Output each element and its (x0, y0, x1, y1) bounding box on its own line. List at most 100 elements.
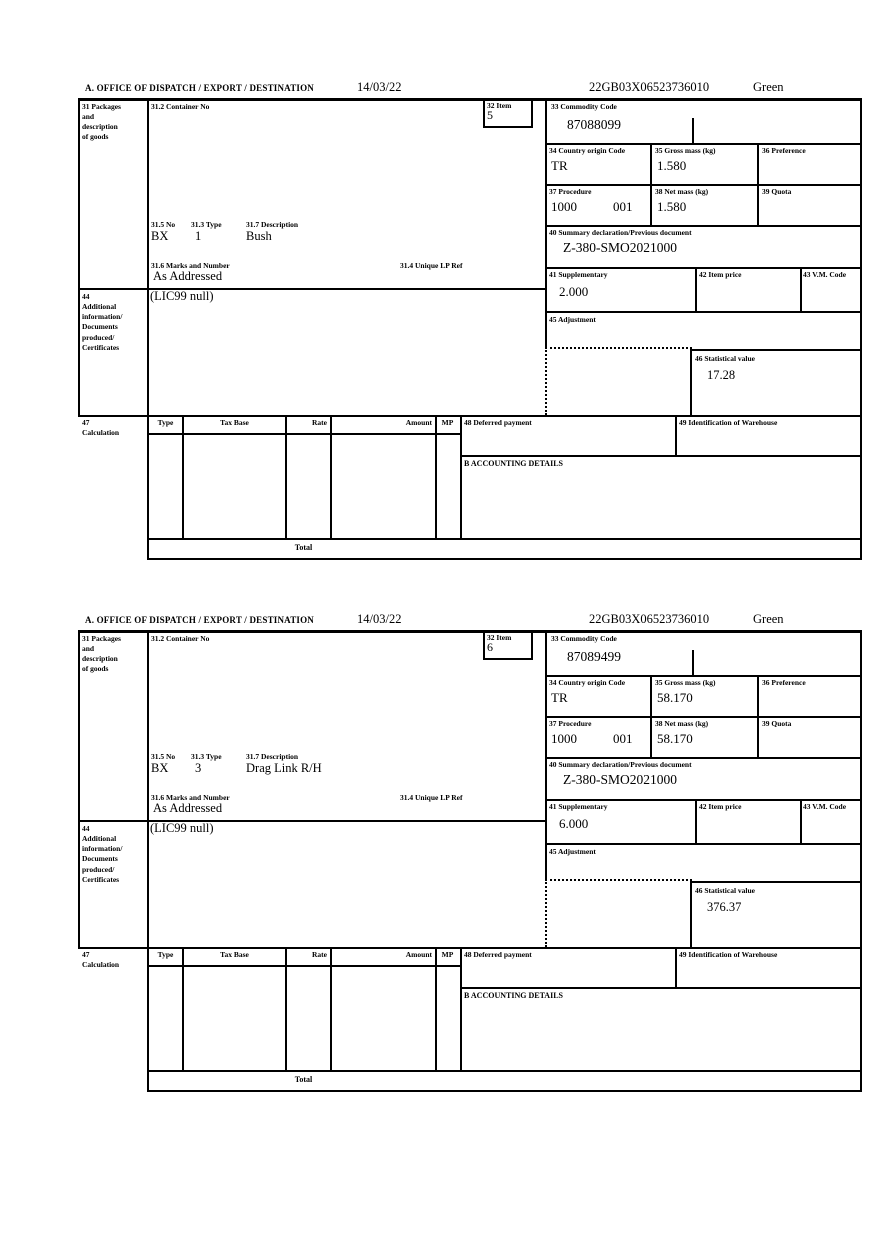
accounting-details-label: B ACCOUNTING DETAILS (464, 991, 563, 1000)
box-41-label: 41 Supplementary (549, 802, 608, 811)
additional-info-value: (LIC99 null) (150, 289, 214, 303)
item-number-value: 5 (487, 108, 493, 122)
box-31-6-label: 31.6 Marks and Number (151, 261, 230, 270)
box-31-2-label: 31.2 Container No (151, 634, 210, 643)
grid-line (650, 675, 652, 759)
grid-line (860, 630, 862, 1092)
grid-line (650, 143, 652, 227)
grid-line (147, 415, 149, 538)
grid-line (675, 415, 677, 455)
dotted-grid-line (545, 347, 692, 349)
box-31-4-label: 31.4 Unique LP Ref (400, 261, 463, 270)
col-header-tax-base: Tax Base (220, 950, 249, 959)
office-of-dispatch-label: A. OFFICE OF DISPATCH / EXPORT / DESTINA… (85, 615, 315, 625)
box-34-label: 34 Country origin Code (549, 146, 626, 155)
commodity-code-divider (692, 650, 694, 675)
box-48-label: 48 Deferred payment (464, 950, 532, 959)
grid-line (330, 947, 332, 1070)
grid-line (545, 98, 547, 349)
box-36-label: 36 Preference (762, 678, 806, 687)
grid-line (78, 630, 862, 633)
grid-line (695, 799, 697, 845)
box-31-4-label: 31.4 Unique LP Ref (400, 793, 463, 802)
grid-line (147, 98, 149, 415)
grid-line (695, 267, 697, 313)
grid-line (690, 349, 692, 415)
grid-line (545, 757, 862, 759)
item-number-box (483, 98, 533, 128)
accounting-details-label: B ACCOUNTING DETAILS (464, 459, 563, 468)
grid-line (690, 881, 862, 883)
previous-document-value: Z-380-SMO2021000 (563, 240, 677, 255)
country-origin-value: TR (551, 690, 568, 705)
box-31-label: 31 Packages and description of goods (82, 102, 121, 142)
box-46-label: 46 Statistical value (695, 886, 755, 895)
grid-line (460, 987, 862, 989)
grid-line (330, 415, 332, 538)
procedure-suffix-value: 001 (613, 731, 633, 746)
dotted-grid-line (545, 347, 547, 415)
box-47-label: 47 Calculation (82, 950, 120, 970)
item-number-value: 6 (487, 640, 493, 654)
box-31-3-label: 31.3 Type (191, 220, 222, 229)
box-35-label: 35 Gross mass (kg) (655, 678, 716, 687)
declaration-date: 14/03/22 (357, 80, 402, 94)
box-34-label: 34 Country origin Code (549, 678, 626, 687)
declaration-date: 14/03/22 (357, 612, 402, 626)
grid-line (545, 267, 862, 269)
box-38-label: 38 Net mass (kg) (655, 719, 709, 728)
box-38-label: 38 Net mass (kg) (655, 187, 709, 196)
grid-line (435, 415, 437, 538)
package-code-value: BX (151, 229, 169, 243)
procedure-value: 1000 (551, 199, 577, 214)
grid-line (460, 415, 462, 538)
box-31-5-label: 31.5 No (151, 752, 176, 761)
col-header-amount: Amount (405, 418, 432, 427)
total-row-box (147, 1070, 862, 1092)
previous-document-value: Z-380-SMO2021000 (563, 772, 677, 787)
grid-line (460, 455, 862, 457)
grid-line (545, 184, 862, 186)
grid-line (545, 143, 862, 145)
grid-line (800, 799, 802, 845)
grid-line (545, 225, 862, 227)
box-43-label: 43 V.M. Code (803, 802, 847, 811)
declaration-reference: 22GB03X06523736010 (589, 80, 710, 94)
grid-line (545, 630, 547, 881)
grid-line (78, 820, 547, 822)
grid-line (147, 965, 462, 967)
box-43-label: 43 V.M. Code (803, 270, 847, 279)
marks-value: As Addressed (153, 269, 223, 283)
grid-line (78, 288, 547, 290)
grid-line (800, 267, 802, 313)
section-header: A. OFFICE OF DISPATCH / EXPORT / DESTINA… (78, 610, 862, 630)
col-header-rate: Rate (312, 950, 327, 959)
supplementary-value: 6.000 (559, 816, 589, 831)
procedure-suffix-value: 001 (613, 199, 633, 214)
routing-status: Green (753, 612, 784, 626)
declaration-reference: 22GB03X06523736010 (589, 612, 710, 626)
grid-line (78, 98, 80, 415)
grid-line (545, 843, 862, 845)
commodity-code-divider (692, 118, 694, 143)
net-mass-value: 58.170 (657, 731, 693, 746)
grid-line (545, 311, 862, 313)
grid-line (757, 675, 759, 759)
total-label: Total (294, 1075, 313, 1084)
box-31-7-label: 31.7 Description (246, 220, 299, 229)
form-grid: 31 Packages and description of goods 31.… (78, 98, 862, 560)
package-type-value: 3 (195, 761, 202, 775)
package-code-value: BX (151, 761, 169, 775)
package-type-value: 1 (195, 229, 202, 243)
box-31-2-label: 31.2 Container No (151, 102, 210, 111)
net-mass-value: 1.580 (657, 199, 687, 214)
grid-line (78, 98, 862, 101)
box-31-6-label: 31.6 Marks and Number (151, 793, 230, 802)
box-42-label: 42 Item price (699, 270, 742, 279)
box-44-label: 44 Additional information/ Documents pro… (82, 824, 123, 884)
grid-line (690, 349, 862, 351)
col-header-rate: Rate (312, 418, 327, 427)
section-header: A. OFFICE OF DISPATCH / EXPORT / DESTINA… (78, 78, 862, 98)
gross-mass-value: 58.170 (657, 690, 693, 705)
